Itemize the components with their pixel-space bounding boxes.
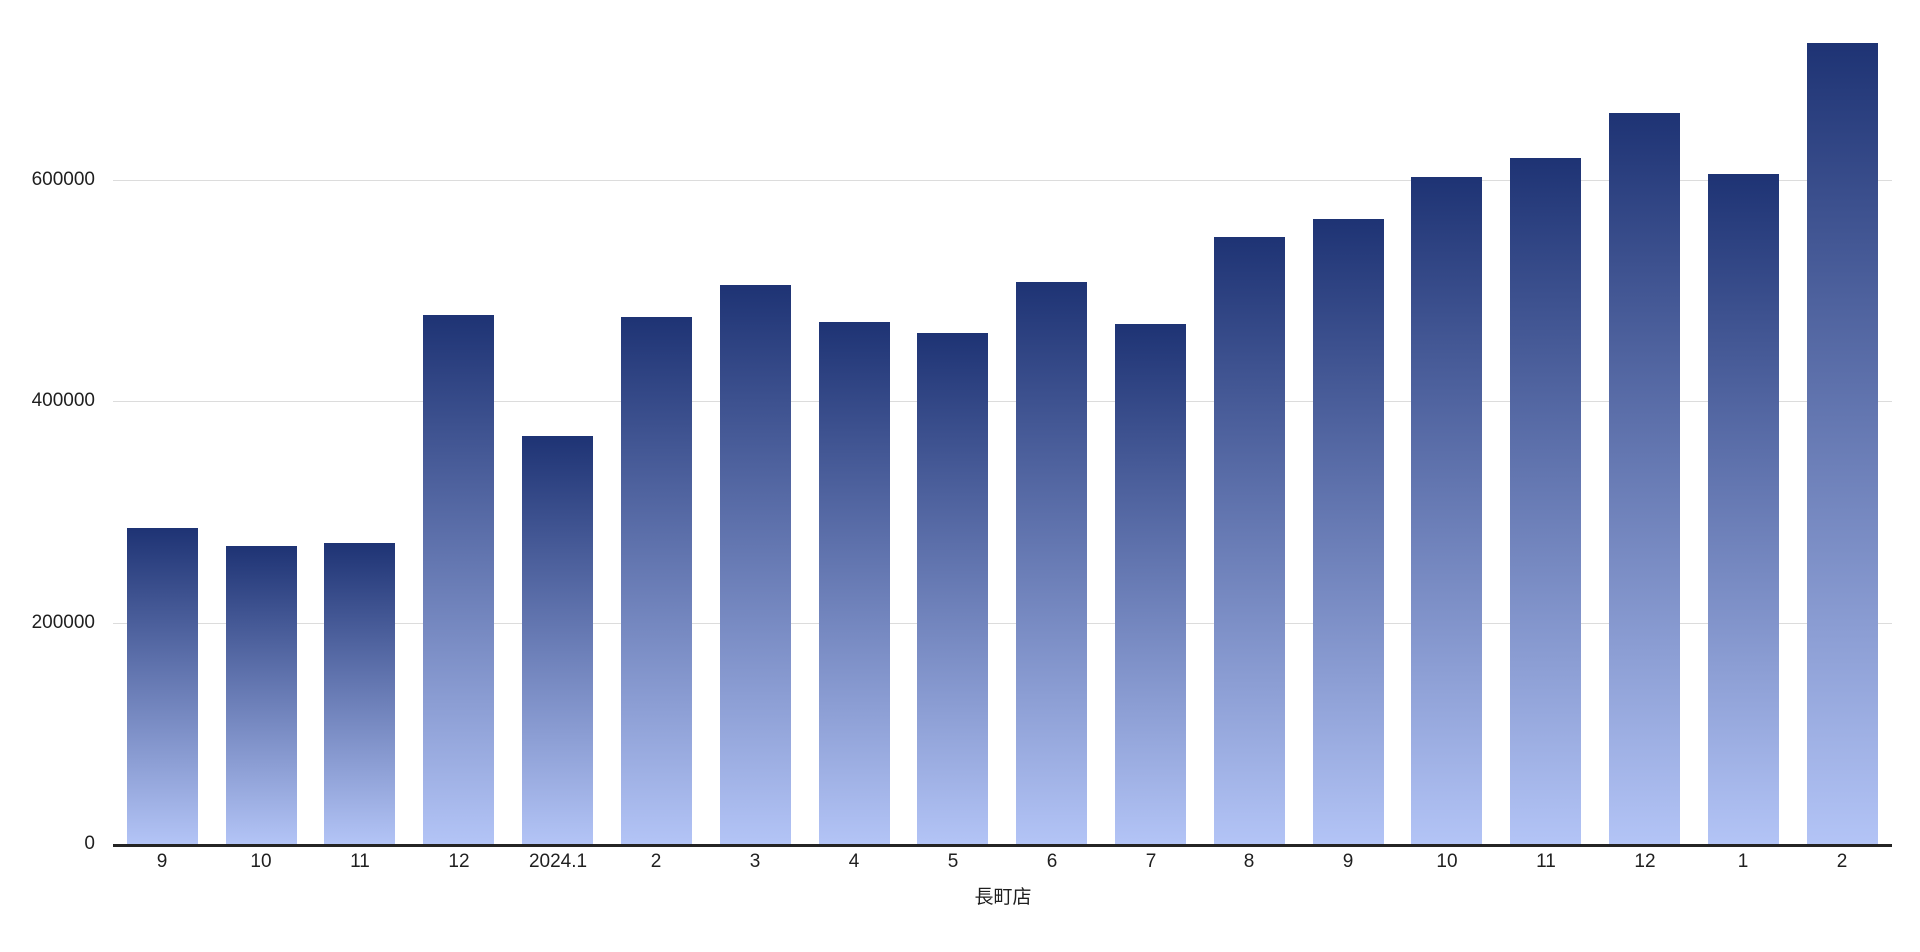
x-tick-label: 3 [749,851,761,872]
x-tick-label: 4 [848,851,860,872]
bar-12 [423,315,494,844]
bar-2 [621,317,692,844]
x-tick-label: 2 [650,851,662,872]
bar-9 [1313,219,1384,844]
x-tick-label: 11 [350,851,370,872]
bar-2024.1 [522,436,593,844]
bar-2 [1807,43,1878,844]
x-tick-label: 5 [947,851,959,872]
y-tick-label: 400000 [31,390,95,411]
x-tick-label: 10 [1436,851,1458,872]
x-tick-label: 1 [1737,851,1749,872]
x-tick-label: 2 [1836,851,1848,872]
bar-7 [1115,324,1186,844]
bar-8 [1214,237,1285,844]
bar-4 [819,322,890,844]
x-tick-label: 10 [250,851,272,872]
bar-5 [917,333,988,844]
x-tick-label: 8 [1243,851,1255,872]
bar-6 [1016,282,1087,844]
x-tick-label: 2024.1 [528,851,588,872]
x-tick-label: 6 [1046,851,1058,872]
bar-1 [1708,174,1779,844]
x-axis-line [113,844,1892,847]
gridline-600000 [113,180,1892,181]
x-tick-label: 12 [448,851,470,872]
y-tick-label: 600000 [31,169,95,190]
bar-11 [324,543,395,844]
x-tick-label: 7 [1145,851,1157,872]
bar-11 [1510,158,1581,844]
y-tick-label: 0 [84,833,95,854]
x-axis-title: 長町店 [974,887,1032,908]
x-tick-label: 11 [1536,851,1556,872]
bar-12 [1609,113,1680,844]
x-tick-label: 9 [156,851,168,872]
bar-9 [127,528,198,844]
bar-10 [226,546,297,844]
bar-3 [720,285,791,844]
y-tick-label: 200000 [31,612,95,633]
x-tick-label: 9 [1342,851,1354,872]
gridline-400000 [113,401,1892,402]
gridline-200000 [113,623,1892,624]
x-tick-label: 12 [1634,851,1656,872]
bar-10 [1411,177,1482,844]
